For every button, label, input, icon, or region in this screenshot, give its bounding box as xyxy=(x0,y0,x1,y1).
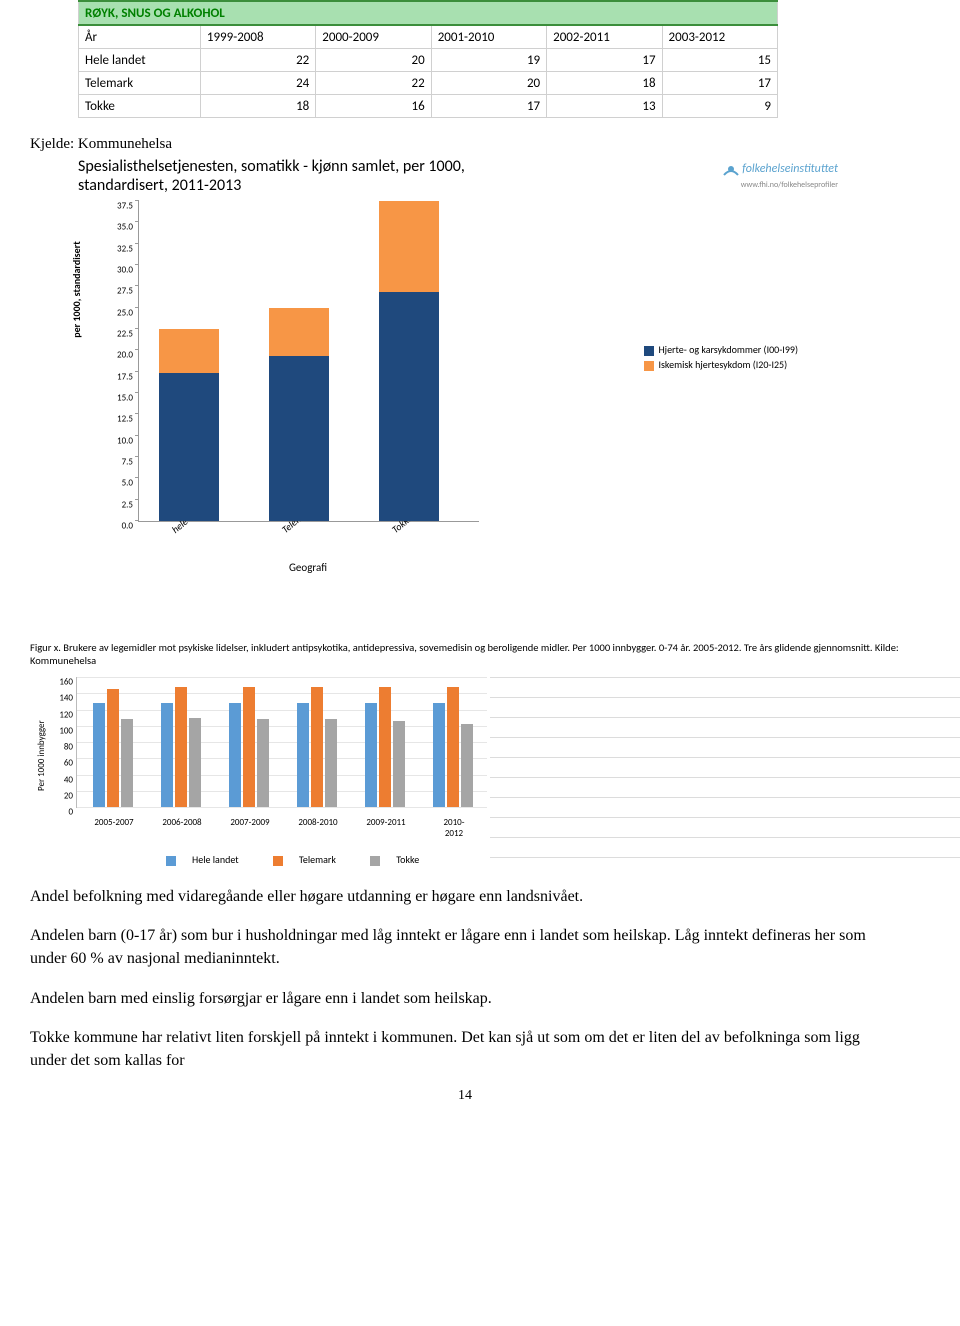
legend-item: Hjerte- og karsykdommer (I00-I99) xyxy=(644,343,798,356)
chart2-ylabel: Per 1000 innbygger xyxy=(36,720,47,791)
table-header: RØYK, SNUS OG ALKOHOL xyxy=(79,1,778,25)
table-row: Telemark 24 22 20 18 17 xyxy=(79,72,778,95)
chart1-xlabel: Geografi xyxy=(289,561,327,574)
chart2-caption: Figur x. Brukere av legemidler mot psyki… xyxy=(30,641,900,667)
paragraph: Andelen barn (0-17 år) som bur i hushold… xyxy=(30,924,900,970)
table-row: Hele landet 22 20 19 17 15 xyxy=(79,49,778,72)
medication-users-chart: Figur x. Brukere av legemidler mot psyki… xyxy=(30,641,900,861)
legend-item: Hele landet xyxy=(158,853,247,866)
fhi-logo: folkehelseinstituttet www.fhi.no/folkehe… xyxy=(722,161,838,190)
chart2-legend: Hele landet Telemark Tokke xyxy=(150,853,435,866)
chart1-ylabel: per 1000, standardisert xyxy=(70,241,83,337)
chart1-legend: Hjerte- og karsykdommer (I00-I99) Iskemi… xyxy=(644,341,798,373)
paragraph: Andel befolkning med vidaregåande eller … xyxy=(30,885,900,908)
legend-item: Iskemisk hjertesykdom (I20-I25) xyxy=(644,358,798,371)
chart1-plot: 0.02.55.07.510.012.515.017.520.022.525.0… xyxy=(138,201,479,522)
source-label: Kjelde: Kommunehelsa xyxy=(30,136,900,153)
specialist-health-chart: folkehelseinstituttet www.fhi.no/folkehe… xyxy=(78,157,838,571)
paragraph: Tokke kommune har relativt liten forskje… xyxy=(30,1026,900,1072)
royk-snus-alkohol-table: RØYK, SNUS OG ALKOHOL År 1999-2008 2000-… xyxy=(78,0,778,118)
page-number: 14 xyxy=(30,1088,900,1104)
spreadsheet-grid-overlay xyxy=(490,677,960,867)
table-row: Tokke 18 16 17 13 9 xyxy=(79,95,778,118)
table-columns-row: År 1999-2008 2000-2009 2001-2010 2002-20… xyxy=(79,25,778,49)
chart2-plot: 0204060801001201401602005-20072006-20082… xyxy=(76,677,487,808)
paragraph: Andelen barn med einslig forsørgjar er l… xyxy=(30,987,900,1010)
body-text: Andel befolkning med vidaregåande eller … xyxy=(30,885,900,1072)
legend-item: Telemark xyxy=(265,853,344,866)
legend-item: Tokke xyxy=(362,853,427,866)
